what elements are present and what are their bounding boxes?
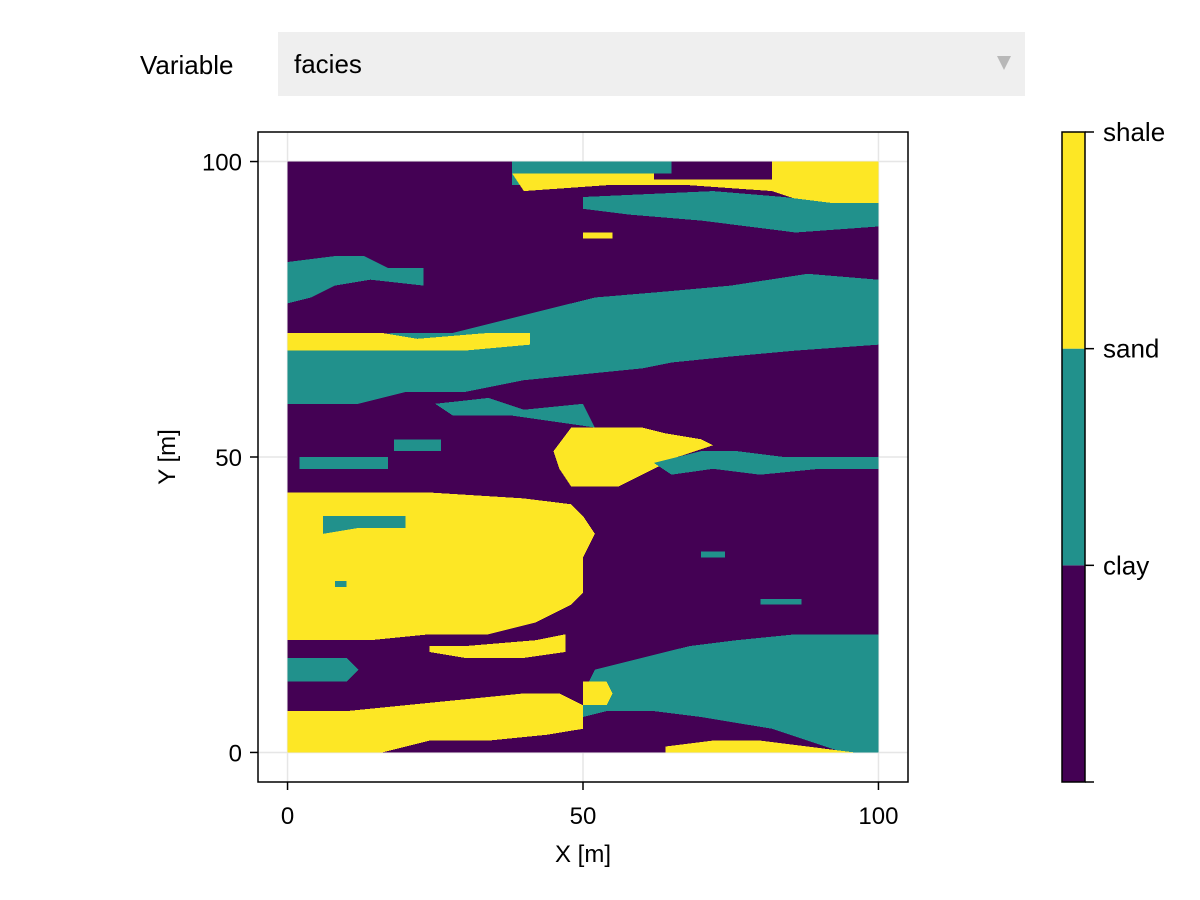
facies-region-sand bbox=[299, 457, 388, 469]
facies-region-sand bbox=[393, 439, 442, 452]
x-axis-label: X [m] bbox=[555, 841, 611, 868]
facies-region-shale bbox=[287, 492, 595, 641]
facies-region-sand bbox=[583, 634, 879, 753]
facies-region-sand bbox=[334, 581, 347, 587]
axis-ticks: 0 50 100 0 50 100 bbox=[202, 150, 899, 830]
facies-region-sand bbox=[653, 451, 879, 475]
x-tick-label: 0 bbox=[281, 803, 294, 830]
facies-map bbox=[287, 161, 879, 753]
facies-region-shale bbox=[287, 693, 583, 753]
variable-select[interactable]: facies bbox=[278, 32, 1025, 96]
facies-region-shale bbox=[553, 427, 713, 487]
x-tick-label: 50 bbox=[570, 803, 597, 830]
facies-region-shale bbox=[512, 173, 879, 203]
facies-region-sand bbox=[583, 191, 879, 233]
facies-region-sand bbox=[287, 657, 359, 682]
colorbar-label-shale: shale bbox=[1103, 117, 1165, 147]
facies-region-sand bbox=[435, 397, 595, 428]
y-tick-label: 100 bbox=[202, 150, 242, 177]
colorbar-segment-shale bbox=[1062, 132, 1085, 349]
y-tick-label: 50 bbox=[215, 445, 242, 472]
colorbar-label-clay: clay bbox=[1103, 550, 1149, 580]
facies-region-shale bbox=[287, 332, 530, 351]
variable-label: Variable bbox=[140, 50, 234, 80]
facies-region-sand bbox=[323, 516, 406, 534]
facies-region-sand bbox=[701, 551, 725, 558]
colorbar-segment-sand bbox=[1062, 348, 1085, 566]
facies-region-sand bbox=[287, 256, 424, 304]
colorbar-frame bbox=[1061, 131, 1086, 783]
facies-region-shale bbox=[583, 232, 613, 239]
variable-select-value: facies bbox=[294, 49, 362, 79]
facies-region-sand bbox=[760, 598, 802, 605]
colorbar-segment-clay bbox=[1062, 565, 1085, 782]
x-tick-label: 100 bbox=[858, 803, 898, 830]
facies-region-shale bbox=[665, 740, 855, 753]
y-tick-label: 0 bbox=[229, 740, 242, 767]
facies-region-sand bbox=[287, 273, 879, 404]
colorbar: clay sand shale bbox=[1061, 117, 1165, 783]
facies-region-shale bbox=[772, 161, 879, 180]
facies-region-shale bbox=[583, 681, 613, 706]
facies-region-shale bbox=[429, 634, 566, 658]
chevron-down-icon bbox=[997, 56, 1011, 70]
y-axis-label: Y [m] bbox=[154, 429, 181, 485]
colorbar-label-sand: sand bbox=[1103, 334, 1159, 364]
